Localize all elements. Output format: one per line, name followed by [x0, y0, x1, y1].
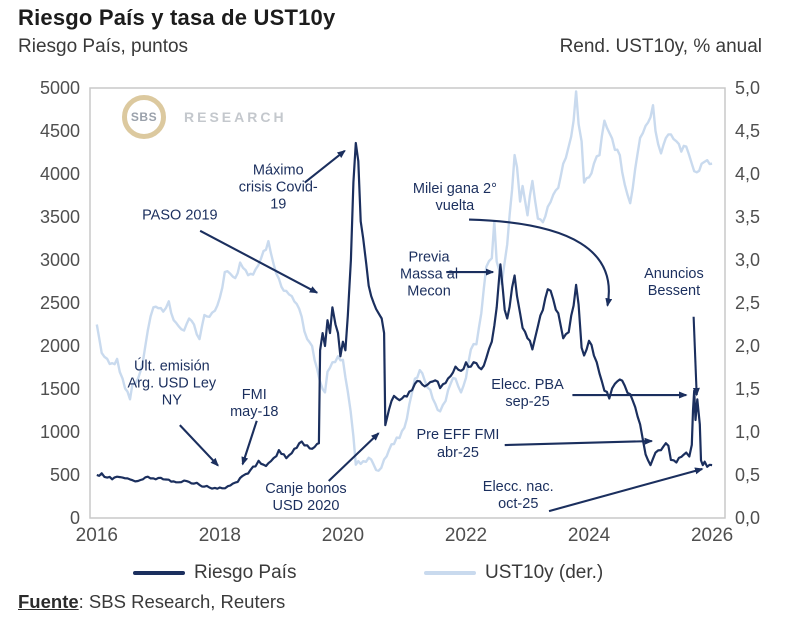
series-line-ust10y [95, 90, 713, 472]
legend-label-riesgo-pais: Riesgo País [194, 562, 297, 583]
right-axis-tick-3,5: 3,5 [735, 207, 761, 227]
annotation-label-previa-massa: Previa Massa al Mecon [400, 248, 459, 300]
source-label: Fuente [18, 591, 79, 612]
annotation-label-anuncios-bessent: Anuncios Bessent [644, 266, 704, 300]
series-line-riesgo-pais [96, 141, 713, 490]
left-axis-tick-2000: 2000 [39, 336, 80, 356]
source-text: : SBS Research, Reuters [78, 591, 286, 612]
right-axis-tick-0,5: 0,5 [735, 465, 761, 485]
x-axis-tick-2016: 2016 [75, 525, 118, 546]
annotation-arrow-canje-bonos [328, 432, 380, 482]
x-axis-tick-2020: 2020 [321, 525, 365, 546]
annotation-label-paso-2019: PASO 2019 [142, 207, 218, 224]
right-axis-title: Rend. UST10y, % anual [559, 36, 762, 57]
annotation-arrow-paso-2019 [199, 229, 319, 294]
sbs-logo-icon: SBS [122, 95, 166, 139]
annotation-label-canje-bonos: Canje bonos USD 2020 [265, 480, 347, 514]
legend: Riesgo País UST10y (der.) [0, 560, 800, 586]
x-axis-tick-2024: 2024 [567, 525, 611, 546]
right-axis-tick-3,0: 3,0 [735, 250, 761, 270]
annotation-label-maximo-covid: Máximo crisis Covid- 19 [238, 162, 318, 213]
right-axis-tick-2,5: 2,5 [735, 293, 761, 313]
sbs-research-watermark: SBS RESEARCH [122, 95, 287, 139]
x-axis-tick-2026: 2026 [690, 525, 734, 546]
left-axis-tick-1500: 1500 [39, 379, 80, 399]
annotation-arrow-milei [469, 218, 613, 307]
plot-border [89, 87, 726, 519]
annotation-label-elecc-pba: Elecc. PBA sep-25 [491, 377, 564, 411]
left-axis-tick-4500: 4500 [39, 121, 80, 141]
right-axis-tick-4,5: 4,5 [735, 121, 761, 141]
left-axis-tick-3000: 3000 [39, 250, 80, 270]
left-axis-tick-1000: 1000 [39, 422, 80, 442]
ust10y-line-swatch [424, 571, 476, 575]
annotation-arrow-pre-eff-fmi [504, 437, 654, 447]
legend-item-ust10y: UST10y (der.) [424, 560, 603, 586]
annotation-arrow-ult-emision [179, 424, 219, 467]
annotation-label-milei: Milei gana 2° vuelta [412, 180, 497, 215]
annotation-label-ult-emision: Últ. emisión Arg. USD Ley NY [127, 358, 217, 409]
left-axis-tick-500: 500 [49, 465, 80, 485]
right-axis-tick-1,0: 1,0 [735, 422, 761, 442]
left-axis-tick-3500: 3500 [39, 207, 80, 227]
annotation-arrow-maximo-covid [304, 149, 346, 184]
annotation-label-fmi-may18: FMI may-18 [230, 386, 279, 420]
left-axis-title: Riesgo País, puntos [18, 36, 189, 57]
left-axis-tick-0: 0 [69, 508, 80, 528]
legend-item-riesgo-pais: Riesgo País [133, 560, 296, 586]
right-axis-tick-4,0: 4,0 [735, 164, 761, 184]
annotation-arrow-anuncios-bessent [692, 316, 700, 397]
legend-label-ust10y: UST10y (der.) [485, 562, 604, 583]
right-axis-tick-0,0: 0,0 [735, 508, 761, 528]
annotation-label-elecc-nac: Elecc. nac. oct-25 [482, 478, 554, 513]
left-axis-tick-4000: 4000 [39, 164, 80, 184]
annotation-label-pre-eff-fmi: Pre EFF FMI abr-25 [416, 427, 500, 461]
riesgo-pais-line-swatch [133, 571, 185, 575]
x-axis-tick-2018: 2018 [198, 525, 241, 546]
watermark-brand-label: RESEARCH [184, 109, 287, 125]
source-line: Fuente: SBS Research, Reuters [18, 591, 285, 613]
left-axis-tick-2500: 2500 [39, 293, 80, 313]
x-axis-tick-2022: 2022 [444, 525, 488, 546]
left-axis-tick-5000: 5000 [39, 78, 80, 98]
page-title: Riesgo País y tasa de UST10y [18, 5, 336, 30]
right-axis-tick-5,0: 5,0 [735, 78, 761, 98]
right-axis-tick-1,5: 1,5 [735, 379, 761, 399]
sbs-logo-text: SBS [130, 110, 158, 124]
annotation-arrow-elecc-nac [548, 467, 704, 513]
right-axis-tick-2,0: 2,0 [735, 336, 761, 356]
annotation-arrow-fmi-may18 [241, 420, 258, 466]
